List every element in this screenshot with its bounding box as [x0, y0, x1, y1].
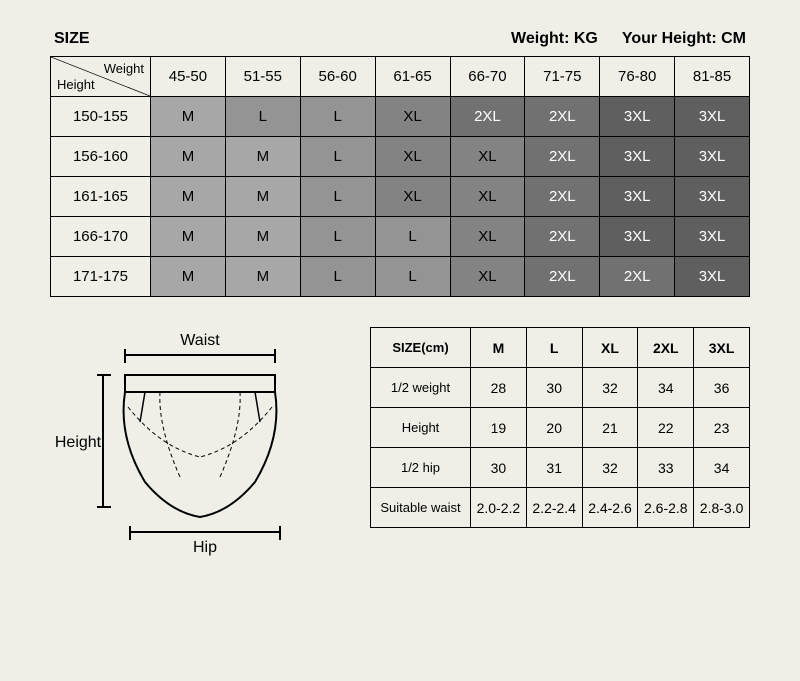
size-label: SIZE — [54, 30, 90, 48]
height-row-label: 171-175 — [51, 257, 151, 297]
size-cell: 3XL — [600, 97, 675, 137]
meas-cell: 34 — [694, 448, 750, 488]
meas-cell: 31 — [526, 448, 582, 488]
height-row-label: 150-155 — [51, 97, 151, 137]
size-cell: L — [300, 217, 375, 257]
size-cell: M — [151, 137, 226, 177]
size-cell: L — [375, 217, 450, 257]
size-cell: M — [151, 177, 226, 217]
meas-cell: 33 — [638, 448, 694, 488]
waist-label: Waist — [180, 332, 220, 349]
weight-col-header: 61-65 — [375, 57, 450, 97]
header-row: SIZE Weight: KG Your Height: CM — [50, 30, 750, 48]
meas-row-label: Height — [371, 408, 471, 448]
size-cell: XL — [450, 137, 525, 177]
size-cell: 3XL — [675, 97, 750, 137]
weight-col-header: 81-85 — [675, 57, 750, 97]
size-cell: M — [151, 97, 226, 137]
size-cell: XL — [375, 177, 450, 217]
meas-cell: 30 — [471, 448, 527, 488]
meas-size-header: M — [471, 328, 527, 368]
measurement-table: SIZE(cm)MLXL2XL3XL 1/2 weight2830323436H… — [370, 327, 750, 528]
meas-cell: 22 — [638, 408, 694, 448]
meas-cell: 28 — [471, 368, 527, 408]
diag-header-cell: Weight Height — [51, 57, 151, 97]
weight-col-header: 71-75 — [525, 57, 600, 97]
size-cell: XL — [375, 97, 450, 137]
meas-header-label: SIZE(cm) — [371, 328, 471, 368]
size-cell: XL — [450, 217, 525, 257]
meas-cell: 2.6-2.8 — [638, 488, 694, 528]
meas-row-label: Suitable waist — [371, 488, 471, 528]
size-cell: 2XL — [525, 257, 600, 297]
size-cell: 3XL — [600, 177, 675, 217]
size-cell: M — [225, 177, 300, 217]
size-cell: 3XL — [600, 137, 675, 177]
meas-row-label: 1/2 hip — [371, 448, 471, 488]
size-cell: M — [225, 217, 300, 257]
diag-height-label: Height — [57, 77, 95, 92]
height-unit-label: Your Height: CM — [622, 30, 746, 48]
size-cell: L — [225, 97, 300, 137]
size-cell: XL — [375, 137, 450, 177]
weight-col-header: 45-50 — [151, 57, 226, 97]
size-cell: 2XL — [525, 217, 600, 257]
size-cell: XL — [450, 177, 525, 217]
height-row-label: 161-165 — [51, 177, 151, 217]
weight-col-header: 51-55 — [225, 57, 300, 97]
size-cell: L — [375, 257, 450, 297]
size-cell: 2XL — [525, 97, 600, 137]
garment-diagram: Waist Height Hip — [50, 327, 350, 572]
size-cell: L — [300, 137, 375, 177]
size-cell: 2XL — [525, 177, 600, 217]
meas-cell: 32 — [582, 448, 638, 488]
size-cell: 2XL — [525, 137, 600, 177]
size-cell: M — [225, 257, 300, 297]
meas-cell: 21 — [582, 408, 638, 448]
size-cell: 3XL — [675, 257, 750, 297]
meas-cell: 2.4-2.6 — [582, 488, 638, 528]
size-cell: M — [151, 257, 226, 297]
hip-label: Hip — [193, 539, 217, 556]
weight-col-header: 76-80 — [600, 57, 675, 97]
weight-unit-label: Weight: KG — [511, 30, 598, 48]
diag-weight-label: Weight — [104, 61, 144, 76]
size-cell: M — [151, 217, 226, 257]
meas-cell: 2.0-2.2 — [471, 488, 527, 528]
meas-row-label: 1/2 weight — [371, 368, 471, 408]
size-cell: XL — [450, 257, 525, 297]
size-cell: M — [225, 137, 300, 177]
meas-cell: 19 — [471, 408, 527, 448]
meas-cell: 2.2-2.4 — [526, 488, 582, 528]
height-dim-label: Height — [55, 434, 102, 451]
weight-col-header: 56-60 — [300, 57, 375, 97]
meas-cell: 36 — [694, 368, 750, 408]
meas-cell: 30 — [526, 368, 582, 408]
size-cell: 3XL — [600, 217, 675, 257]
meas-size-header: 2XL — [638, 328, 694, 368]
size-cell: 2XL — [600, 257, 675, 297]
meas-size-header: 3XL — [694, 328, 750, 368]
meas-cell: 20 — [526, 408, 582, 448]
weight-col-header: 66-70 — [450, 57, 525, 97]
meas-size-header: L — [526, 328, 582, 368]
meas-size-header: XL — [582, 328, 638, 368]
meas-cell: 23 — [694, 408, 750, 448]
height-row-label: 156-160 — [51, 137, 151, 177]
height-row-label: 166-170 — [51, 217, 151, 257]
size-cell: L — [300, 257, 375, 297]
meas-cell: 2.8-3.0 — [694, 488, 750, 528]
meas-cell: 32 — [582, 368, 638, 408]
meas-cell: 34 — [638, 368, 694, 408]
size-chart-table: Weight Height 45-5051-5556-6061-6566-707… — [50, 56, 750, 297]
size-cell: 3XL — [675, 177, 750, 217]
size-cell: L — [300, 177, 375, 217]
size-cell: 3XL — [675, 217, 750, 257]
size-cell: 3XL — [675, 137, 750, 177]
size-cell: L — [300, 97, 375, 137]
size-cell: 2XL — [450, 97, 525, 137]
